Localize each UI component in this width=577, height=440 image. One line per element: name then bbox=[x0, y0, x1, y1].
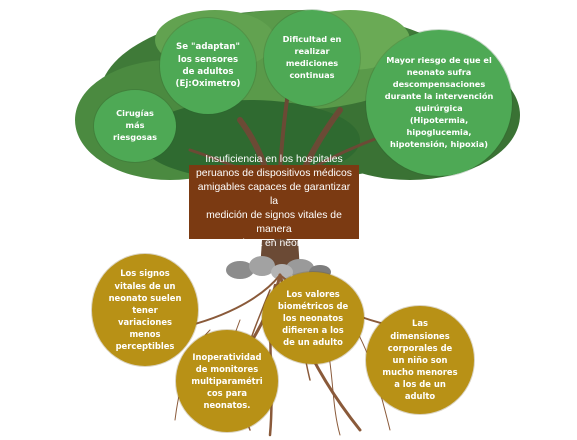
cause-text: Las dimensiones corporales de un niño so… bbox=[382, 318, 458, 402]
cause-text: Inoperatividad de monitores multiparamét… bbox=[191, 351, 263, 411]
cause-bubble-body-dimensions: Las dimensiones corporales de un niño so… bbox=[366, 306, 474, 414]
cause-text: Los valores biométricos de los neonatos … bbox=[277, 288, 349, 348]
effect-bubble-continuous-measurement: Dificultad en realizar mediciones contin… bbox=[264, 10, 360, 106]
effect-bubble-surgical-risk: Mayor riesgo de que el neonato sufra des… bbox=[366, 30, 512, 176]
cause-text: Los signos vitales de un neonato suelen … bbox=[108, 268, 182, 352]
central-problem-text: Insuficiencia en los hospitales peruanos… bbox=[196, 153, 352, 250]
cause-bubble-imperceptible-variations: Los signos vitales de un neonato suelen … bbox=[92, 254, 198, 366]
effect-text: Se "adaptan" los sensores de adultos (Ej… bbox=[175, 42, 241, 90]
cause-bubble-inoperative-monitors: Inoperatividad de monitores multiparamét… bbox=[176, 330, 278, 432]
effect-text: Cirugías más riesgosas bbox=[112, 108, 158, 142]
central-problem-box: Insuficiencia en los hospitales peruanos… bbox=[189, 154, 359, 249]
cause-bubble-biometric-values: Los valores biométricos de los neonatos … bbox=[262, 272, 364, 364]
effect-text: Dificultad en realizar mediciones contin… bbox=[282, 34, 342, 80]
effect-bubble-adult-sensors: Se "adaptan" los sensores de adultos (Ej… bbox=[160, 18, 256, 114]
effect-text: Mayor riesgo de que el neonato sufra des… bbox=[384, 55, 494, 149]
effect-bubble-riskier-surgeries: Cirugías más riesgosas bbox=[94, 90, 176, 162]
